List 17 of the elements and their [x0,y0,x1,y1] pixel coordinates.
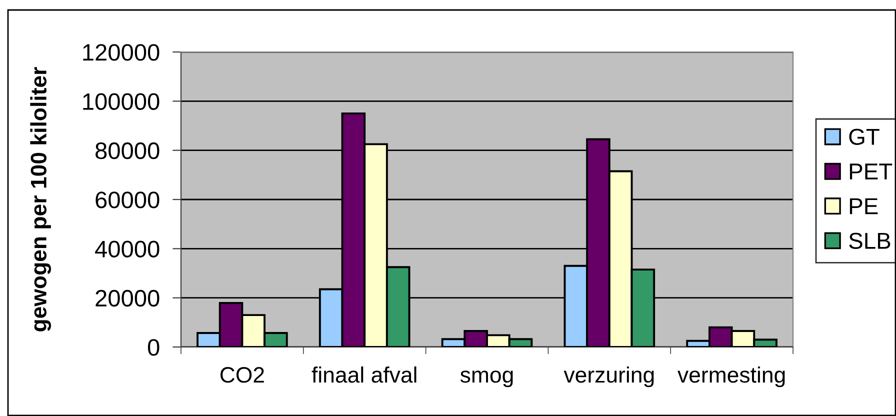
x-tick-label: vermesting [678,366,785,388]
y-tick-label: 100000 [83,93,160,110]
y-tick-label: 120000 [83,44,160,61]
legend-label: PET [850,164,892,180]
y-tick-label: 40000 [95,240,160,258]
legend-label: PE [850,198,878,214]
y-tick-label: 0 [148,339,160,356]
x-tick-label: finaal afval [312,366,416,383]
y-tick-label: 20000 [96,290,160,307]
x-tick-label: verzuring [564,366,654,388]
y-axis-title: gewogen per 100 kiloliter [30,67,51,332]
x-tick-label: smog [460,370,513,388]
x-tick-label: CO2 [220,367,264,383]
y-tick-label: 80000 [96,142,160,160]
legend-label: GT [849,128,880,145]
y-tick-label: 60000 [96,192,160,208]
legend-label: SLB [849,232,890,249]
